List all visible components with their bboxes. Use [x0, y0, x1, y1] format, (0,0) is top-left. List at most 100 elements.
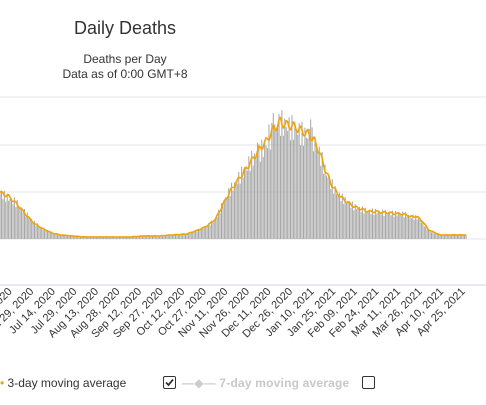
daily-deaths-bar[interactable]	[425, 225, 427, 239]
daily-deaths-bar[interactable]	[162, 235, 164, 239]
daily-deaths-bar[interactable]	[464, 235, 466, 239]
daily-deaths-bar[interactable]	[323, 173, 325, 239]
daily-deaths-bar[interactable]	[45, 231, 47, 239]
daily-deaths-bar[interactable]	[281, 110, 283, 239]
daily-deaths-bar[interactable]	[88, 237, 90, 239]
daily-deaths-bar[interactable]	[126, 237, 128, 239]
daily-deaths-bar[interactable]	[22, 212, 24, 239]
daily-deaths-bar[interactable]	[392, 210, 394, 239]
daily-deaths-bar[interactable]	[422, 221, 424, 239]
daily-deaths-bar[interactable]	[249, 171, 251, 239]
daily-deaths-bar[interactable]	[267, 148, 269, 239]
daily-deaths-bar[interactable]	[81, 236, 83, 239]
daily-deaths-bar[interactable]	[166, 235, 168, 239]
daily-deaths-bar[interactable]	[279, 135, 281, 239]
daily-deaths-bar[interactable]	[465, 234, 467, 239]
daily-deaths-bar[interactable]	[259, 161, 261, 239]
daily-deaths-bar[interactable]	[149, 236, 151, 239]
daily-deaths-bar[interactable]	[284, 118, 286, 239]
daily-deaths-bar[interactable]	[242, 177, 244, 239]
daily-deaths-bar[interactable]	[302, 145, 304, 239]
daily-deaths-bar[interactable]	[386, 214, 388, 239]
daily-deaths-bar[interactable]	[39, 226, 41, 239]
daily-deaths-bar[interactable]	[305, 137, 307, 239]
daily-deaths-bar[interactable]	[261, 139, 263, 239]
daily-deaths-bar[interactable]	[95, 237, 97, 239]
daily-deaths-bar[interactable]	[452, 234, 454, 239]
daily-deaths-bar[interactable]	[25, 216, 27, 239]
daily-deaths-bar[interactable]	[103, 237, 105, 239]
daily-deaths-bar[interactable]	[367, 210, 369, 239]
daily-deaths-bar[interactable]	[315, 149, 317, 239]
daily-deaths-bar[interactable]	[462, 234, 464, 239]
daily-deaths-bar[interactable]	[212, 222, 214, 239]
daily-deaths-bar[interactable]	[255, 154, 257, 239]
daily-deaths-bar[interactable]	[220, 203, 222, 239]
daily-deaths-bar[interactable]	[347, 202, 349, 239]
daily-deaths-bar[interactable]	[92, 237, 94, 239]
daily-deaths-bar[interactable]	[317, 151, 319, 239]
daily-deaths-bar[interactable]	[435, 232, 437, 239]
daily-deaths-bar[interactable]	[311, 127, 313, 239]
daily-deaths-bar[interactable]	[91, 236, 93, 239]
daily-deaths-bar[interactable]	[262, 156, 264, 239]
daily-deaths-bar[interactable]	[458, 234, 460, 239]
daily-deaths-bar[interactable]	[218, 209, 220, 239]
daily-deaths-bar[interactable]	[395, 210, 397, 239]
daily-deaths-bar[interactable]	[153, 236, 155, 239]
daily-deaths-bar[interactable]	[64, 234, 66, 239]
daily-deaths-bar[interactable]	[120, 236, 122, 239]
daily-deaths-bar[interactable]	[341, 193, 343, 239]
daily-deaths-bar[interactable]	[363, 213, 365, 240]
daily-deaths-bar[interactable]	[209, 225, 211, 239]
daily-deaths-bar[interactable]	[361, 206, 363, 239]
daily-deaths-bar[interactable]	[105, 237, 107, 239]
daily-deaths-bar[interactable]	[382, 209, 384, 239]
daily-deaths-bar[interactable]	[34, 220, 36, 239]
daily-deaths-bar[interactable]	[328, 175, 330, 239]
daily-deaths-bar[interactable]	[415, 215, 417, 239]
daily-deaths-bar[interactable]	[366, 212, 368, 239]
daily-deaths-bar[interactable]	[327, 177, 329, 239]
daily-deaths-bar[interactable]	[160, 235, 162, 239]
daily-deaths-bar[interactable]	[197, 228, 199, 239]
daily-deaths-bar[interactable]	[369, 210, 371, 239]
daily-deaths-bar[interactable]	[246, 170, 248, 239]
daily-deaths-bar[interactable]	[199, 230, 201, 239]
daily-deaths-bar[interactable]	[338, 192, 340, 239]
daily-deaths-bar[interactable]	[277, 127, 279, 239]
daily-deaths-bar[interactable]	[174, 234, 176, 239]
daily-deaths-bar[interactable]	[416, 219, 418, 239]
daily-deaths-bar[interactable]	[313, 151, 315, 239]
daily-deaths-bar[interactable]	[443, 235, 445, 239]
daily-deaths-bar[interactable]	[213, 219, 215, 239]
daily-deaths-bar[interactable]	[216, 217, 218, 239]
daily-deaths-bar[interactable]	[206, 226, 208, 239]
daily-deaths-bar[interactable]	[65, 235, 67, 239]
daily-deaths-bar[interactable]	[446, 235, 448, 239]
daily-deaths-bar[interactable]	[69, 235, 71, 239]
daily-deaths-bar[interactable]	[428, 230, 430, 239]
daily-deaths-bar[interactable]	[245, 167, 247, 239]
daily-deaths-bar[interactable]	[314, 136, 316, 239]
daily-deaths-bar[interactable]	[337, 194, 339, 239]
daily-deaths-bar[interactable]	[387, 212, 389, 239]
daily-deaths-bar[interactable]	[359, 207, 361, 239]
daily-deaths-bar[interactable]	[9, 199, 11, 239]
daily-deaths-bar[interactable]	[67, 235, 69, 239]
daily-deaths-bar[interactable]	[114, 236, 116, 239]
daily-deaths-bar[interactable]	[298, 123, 300, 239]
daily-deaths-bar[interactable]	[219, 213, 221, 239]
daily-deaths-bar[interactable]	[29, 217, 31, 239]
daily-deaths-bar[interactable]	[101, 236, 103, 239]
daily-deaths-bar[interactable]	[290, 140, 292, 239]
daily-deaths-bar[interactable]	[258, 144, 260, 239]
daily-deaths-bar[interactable]	[233, 182, 235, 239]
daily-deaths-bar[interactable]	[228, 188, 230, 239]
daily-deaths-bar[interactable]	[110, 236, 112, 239]
daily-deaths-bar[interactable]	[128, 237, 130, 239]
daily-deaths-bar[interactable]	[455, 234, 457, 239]
legend-item-3day[interactable]: • 3-day moving average	[0, 376, 126, 390]
daily-deaths-bar[interactable]	[57, 233, 59, 239]
daily-deaths-bar[interactable]	[3, 190, 5, 239]
